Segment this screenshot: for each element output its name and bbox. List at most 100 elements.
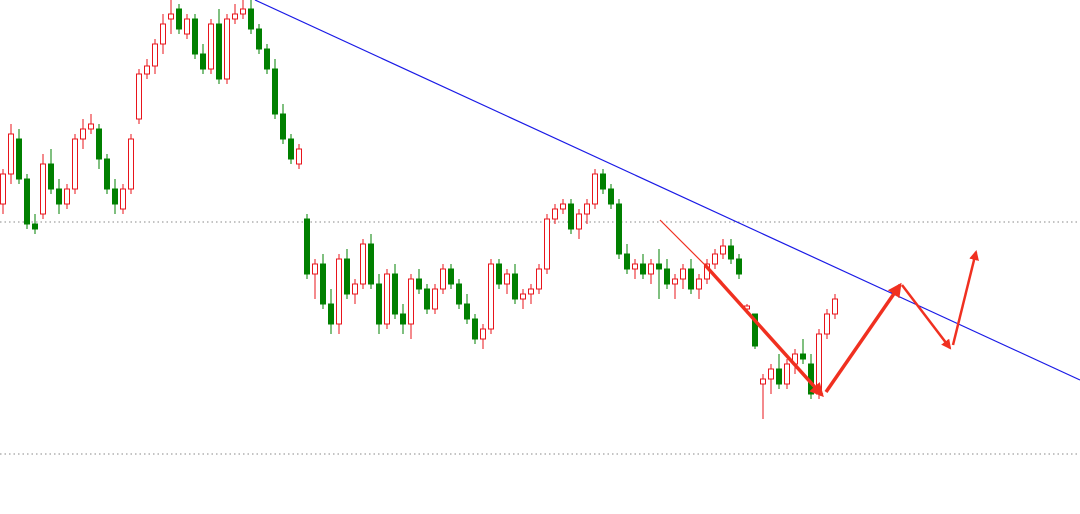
- candle-body: [448, 268, 454, 285]
- candle-body: [288, 138, 294, 160]
- candle-body: [480, 328, 486, 340]
- candle-body: [328, 303, 334, 325]
- candle-body: [176, 8, 182, 30]
- candle-body: [224, 18, 230, 80]
- candle-body: [64, 188, 70, 205]
- candle-body: [128, 138, 134, 190]
- candle-body: [376, 283, 382, 325]
- candle-body: [232, 13, 238, 20]
- candle-body: [312, 263, 318, 275]
- candle-body: [352, 283, 358, 295]
- candle-body: [112, 188, 118, 205]
- arrow: [703, 263, 824, 398]
- candle-body: [680, 268, 686, 280]
- candle-body: [144, 65, 150, 75]
- candle-body: [296, 148, 302, 165]
- candle-body: [56, 188, 62, 205]
- candle-body: [200, 53, 206, 70]
- candle-body: [384, 273, 390, 325]
- candle-body: [656, 263, 662, 270]
- candle-body: [592, 173, 598, 205]
- candle-body: [16, 138, 22, 180]
- candle-body: [632, 263, 638, 270]
- candle-body: [576, 213, 582, 230]
- candle-body: [96, 128, 102, 160]
- candle-body: [824, 313, 830, 335]
- candle-body: [648, 263, 654, 275]
- candle-body: [344, 258, 350, 295]
- candle-body: [192, 18, 198, 55]
- candle-body: [40, 163, 46, 215]
- candle-body: [72, 138, 78, 190]
- candle-body: [208, 23, 214, 70]
- candle-body: [32, 223, 38, 230]
- candle-body: [512, 273, 518, 300]
- candle-body: [504, 273, 510, 285]
- candle-body: [432, 288, 438, 310]
- candle-body: [584, 203, 590, 215]
- candle-body: [88, 123, 94, 130]
- candle-body: [408, 278, 414, 325]
- candle-body: [784, 363, 790, 385]
- candle-body: [640, 263, 646, 275]
- candle-body: [528, 288, 534, 295]
- candle-body: [304, 218, 310, 275]
- candle-body: [496, 263, 502, 285]
- candle-body: [24, 178, 30, 225]
- candle-body: [624, 253, 630, 270]
- candle-body: [264, 48, 270, 70]
- candle-body: [728, 245, 734, 260]
- candle-body: [272, 68, 278, 115]
- candle-body: [48, 163, 54, 190]
- arrow: [901, 284, 952, 350]
- candle-body: [440, 268, 446, 290]
- candle-body: [816, 333, 822, 395]
- candle-body: [544, 218, 550, 270]
- candle-body: [776, 368, 782, 385]
- candle-body: [464, 303, 470, 320]
- candle-body: [136, 73, 142, 120]
- candle-body: [768, 368, 774, 380]
- candle-body: [520, 293, 526, 300]
- candle-body: [672, 278, 678, 285]
- candle-body: [104, 158, 110, 190]
- candle-body: [80, 128, 86, 140]
- candle-body: [248, 8, 254, 30]
- candle-body: [568, 203, 574, 230]
- candle-body: [152, 43, 158, 67]
- candle-body: [424, 288, 430, 310]
- candle-body: [736, 258, 742, 275]
- candle-body: [616, 203, 622, 255]
- candle-body: [688, 268, 694, 290]
- candle-body: [392, 273, 398, 315]
- candle-body: [416, 278, 422, 290]
- candle-body: [400, 313, 406, 325]
- candle-body: [600, 173, 606, 190]
- plot-area: [0, 0, 1080, 455]
- candle-body: [456, 283, 462, 305]
- candle-body: [664, 268, 670, 285]
- candle-body: [560, 203, 566, 210]
- trend-line: [254, 0, 1080, 381]
- candle-body: [0, 173, 6, 205]
- candle-body: [336, 258, 342, 325]
- candle-body: [800, 353, 806, 360]
- candle-body: [216, 23, 222, 80]
- candle-body: [488, 263, 494, 330]
- candle-body: [832, 298, 838, 315]
- candle-body: [536, 268, 542, 290]
- candle-body: [472, 318, 478, 340]
- candle-body: [168, 13, 174, 20]
- candle-body: [696, 278, 702, 290]
- candle-body: [752, 313, 758, 347]
- candle-body: [160, 23, 166, 45]
- candle-body: [720, 245, 726, 255]
- arrow: [951, 250, 979, 346]
- candle-body: [360, 243, 366, 285]
- candle-body: [552, 208, 558, 220]
- candle-body: [184, 18, 190, 35]
- arrow: [824, 282, 902, 393]
- candle-body: [280, 113, 286, 140]
- candle-body: [256, 28, 262, 50]
